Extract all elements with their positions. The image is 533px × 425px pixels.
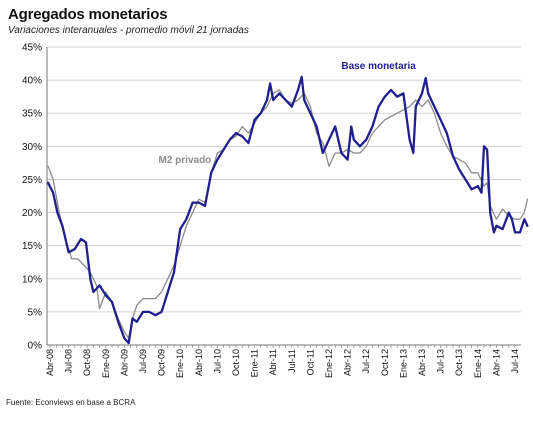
y-tick-label: 20% bbox=[22, 208, 42, 219]
x-tick-label: Jul-11 bbox=[287, 349, 297, 373]
y-tick-label: 35% bbox=[22, 109, 42, 120]
source-note: Fuente: Econviews en base a BCRA bbox=[6, 398, 136, 407]
chart-subtitle: Variaciones interanuales - promedio móvi… bbox=[8, 25, 249, 36]
x-tick-label: Ene-11 bbox=[250, 349, 260, 377]
x-tick-label: Oct-10 bbox=[231, 349, 241, 376]
x-tick-label: Abr-14 bbox=[491, 349, 501, 376]
y-tick-label: 30% bbox=[22, 142, 42, 153]
y-tick-label: 45% bbox=[22, 43, 42, 54]
x-tick-label: Oct-11 bbox=[305, 349, 315, 375]
x-tick-label: Jul-10 bbox=[212, 349, 222, 374]
x-tick-label: Oct-08 bbox=[82, 349, 92, 376]
series-label-base-monetaria: Base monetaria bbox=[341, 61, 416, 72]
x-tick-label: Ene-14 bbox=[473, 349, 483, 378]
x-tick-label: Oct-13 bbox=[454, 349, 464, 376]
chart-title: Agregados monetarios bbox=[8, 6, 168, 23]
y-tick-label: 25% bbox=[22, 175, 42, 186]
x-tick-label: Jul-14 bbox=[510, 349, 520, 374]
x-tick-label: Abr-10 bbox=[194, 349, 204, 376]
series-label-m2-privado: M2 privado bbox=[159, 155, 212, 166]
series-line-base-monetaria bbox=[46, 75, 529, 345]
series-line-m2-privado bbox=[47, 89, 529, 340]
y-tick-label: 40% bbox=[22, 76, 42, 87]
x-tick-label: Abr-12 bbox=[343, 349, 353, 376]
x-tick-label: Ene-12 bbox=[324, 349, 334, 378]
x-tick-label: Abr-09 bbox=[119, 349, 129, 376]
x-tick-label: Ene-10 bbox=[175, 349, 185, 378]
y-tick-label: 0% bbox=[28, 341, 43, 352]
y-tick-label: 5% bbox=[28, 307, 43, 318]
x-tick-label: Abr-11 bbox=[268, 349, 278, 375]
x-tick-label: Jul-08 bbox=[64, 349, 74, 374]
x-tick-label: Oct-09 bbox=[157, 349, 167, 376]
x-tick-label: Abr-08 bbox=[45, 349, 55, 376]
x-tick-label: Ene-09 bbox=[101, 349, 111, 378]
x-tick-label: Abr-13 bbox=[417, 349, 427, 376]
y-tick-label: 15% bbox=[22, 241, 42, 252]
x-tick-label: Jul-09 bbox=[138, 349, 148, 374]
x-tick-label: Jul-12 bbox=[361, 349, 371, 374]
x-tick-label: Oct-12 bbox=[380, 349, 390, 376]
x-tick-label: Ene-13 bbox=[398, 349, 408, 378]
x-tick-label: Jul-13 bbox=[436, 349, 446, 374]
y-tick-label: 10% bbox=[22, 274, 42, 285]
